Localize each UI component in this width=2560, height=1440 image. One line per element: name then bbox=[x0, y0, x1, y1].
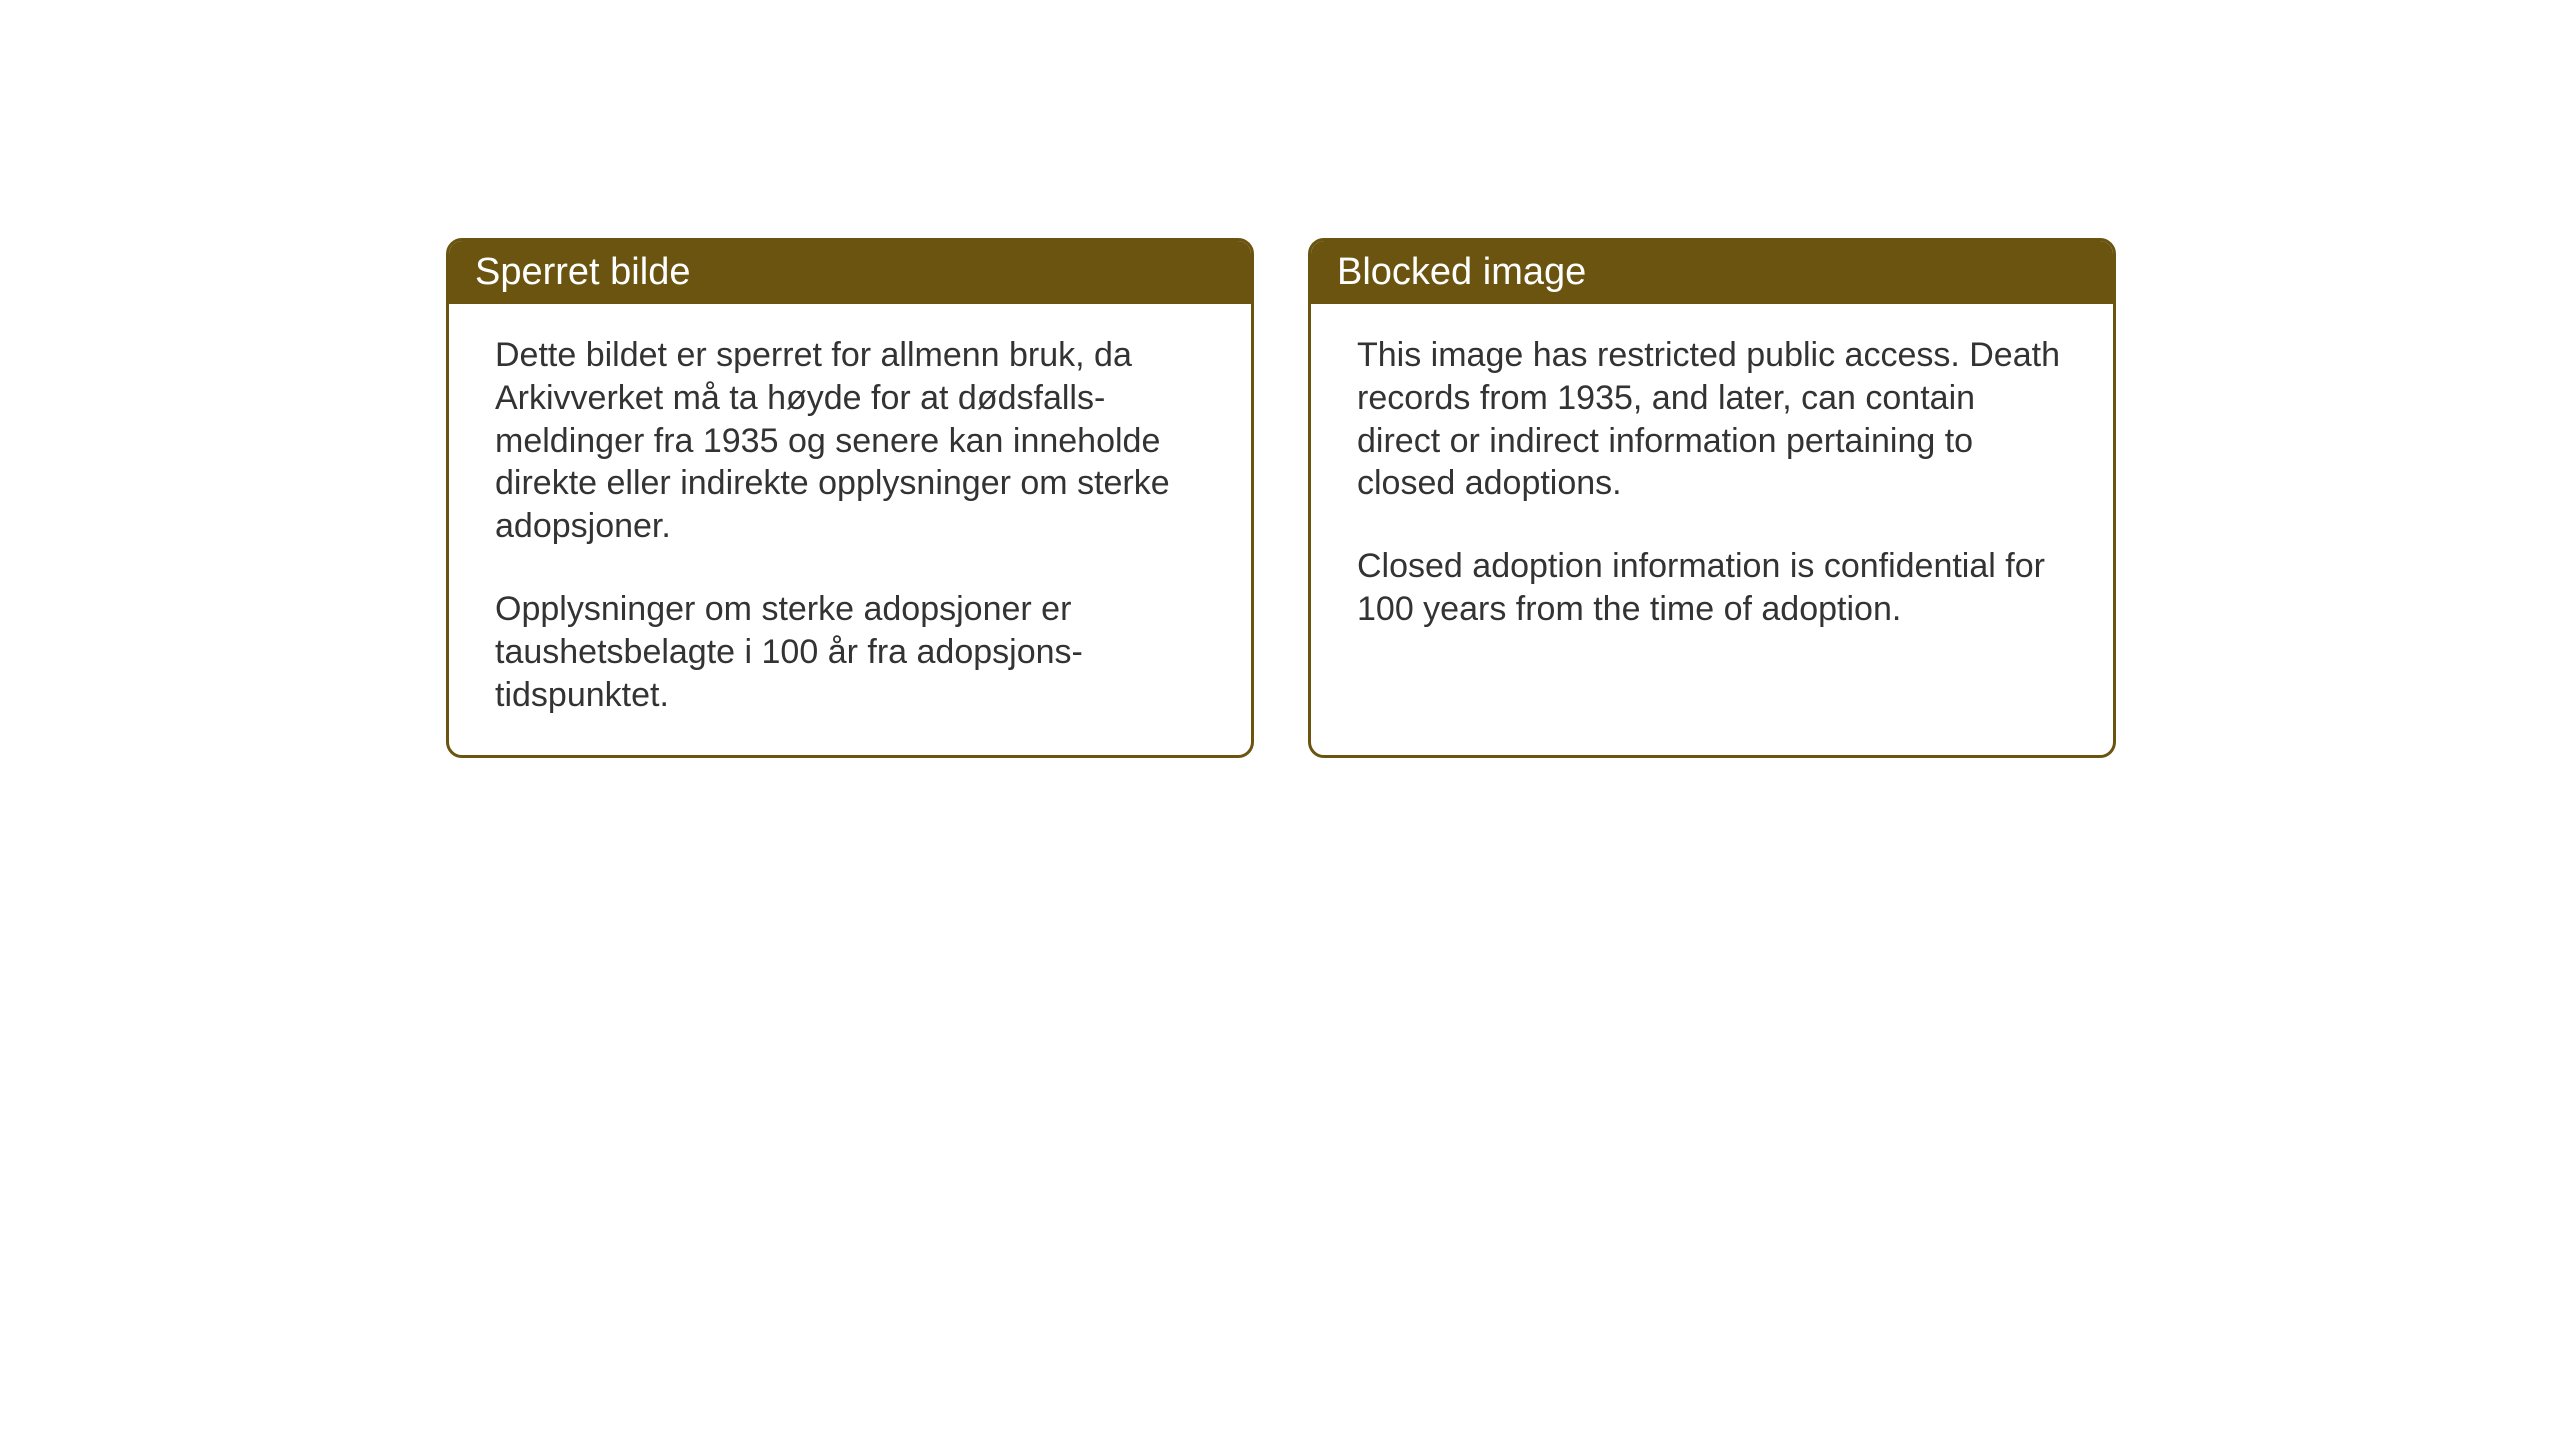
norwegian-card-title: Sperret bilde bbox=[449, 241, 1251, 304]
norwegian-card-body: Dette bildet er sperret for allmenn bruk… bbox=[449, 304, 1251, 755]
norwegian-paragraph-1: Dette bildet er sperret for allmenn bruk… bbox=[495, 334, 1205, 548]
english-paragraph-2: Closed adoption information is confident… bbox=[1357, 545, 2067, 631]
norwegian-card: Sperret bilde Dette bildet er sperret fo… bbox=[446, 238, 1254, 758]
english-card-body: This image has restricted public access.… bbox=[1311, 304, 2113, 669]
english-card-title: Blocked image bbox=[1311, 241, 2113, 304]
cards-container: Sperret bilde Dette bildet er sperret fo… bbox=[446, 238, 2116, 758]
norwegian-paragraph-2: Opplysninger om sterke adopsjoner er tau… bbox=[495, 588, 1205, 716]
english-paragraph-1: This image has restricted public access.… bbox=[1357, 334, 2067, 505]
english-card: Blocked image This image has restricted … bbox=[1308, 238, 2116, 758]
